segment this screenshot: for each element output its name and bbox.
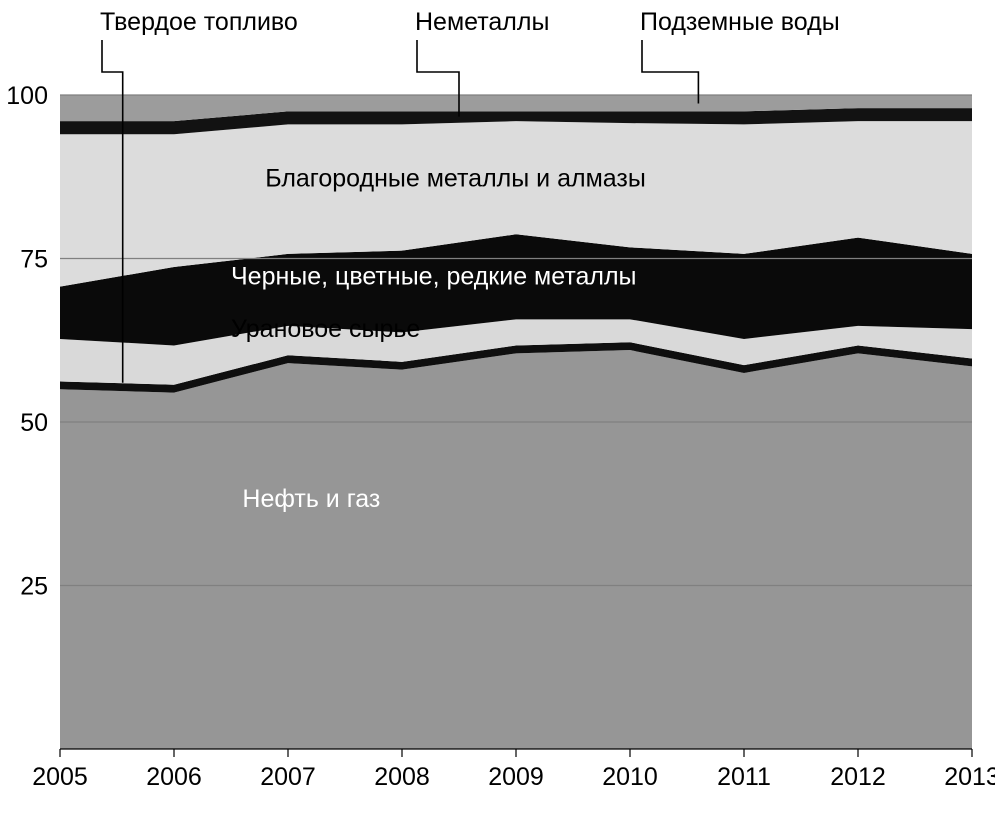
series-label-precious: Благородные металлы и алмазы [265,165,646,193]
legend-label-solid_fuel: Твердое топливо [100,8,298,36]
y-tick-label: 100 [6,82,48,110]
series-label-metals: Черные, цветные, редкие металлы [231,263,637,291]
y-tick-label: 50 [20,409,48,437]
stacked-area-chart: 25 50 75 100 2005 2006 2007 2008 2009 2010 2011 201… [0,0,995,819]
legend-label-groundwater: Подземные воды [640,8,840,36]
series-label-oil_gas: Нефть и газ [242,485,380,513]
series-label-uranium: Урановое сырье [231,315,420,343]
area-oil_gas [60,350,972,749]
x-tick-label: 2010 [602,763,658,791]
x-tick-label: 2011 [717,763,771,791]
legend-label-nonmetals: Неметаллы [415,8,549,36]
x-tick-label: 2007 [260,763,316,791]
x-tick-label: 2008 [374,763,430,791]
x-tick-label: 2009 [488,763,544,791]
x-tick-label: 2005 [32,763,88,791]
y-tick-label: 25 [20,573,48,601]
y-tick-label: 75 [20,246,48,274]
x-tick-label: 2013 [944,763,995,791]
chart-container: 25 50 75 100 2005 2006 2007 2008 2009 2010 2011 201… [0,0,995,819]
x-tick-label: 2012 [830,763,886,791]
x-tick-label: 2006 [146,763,202,791]
